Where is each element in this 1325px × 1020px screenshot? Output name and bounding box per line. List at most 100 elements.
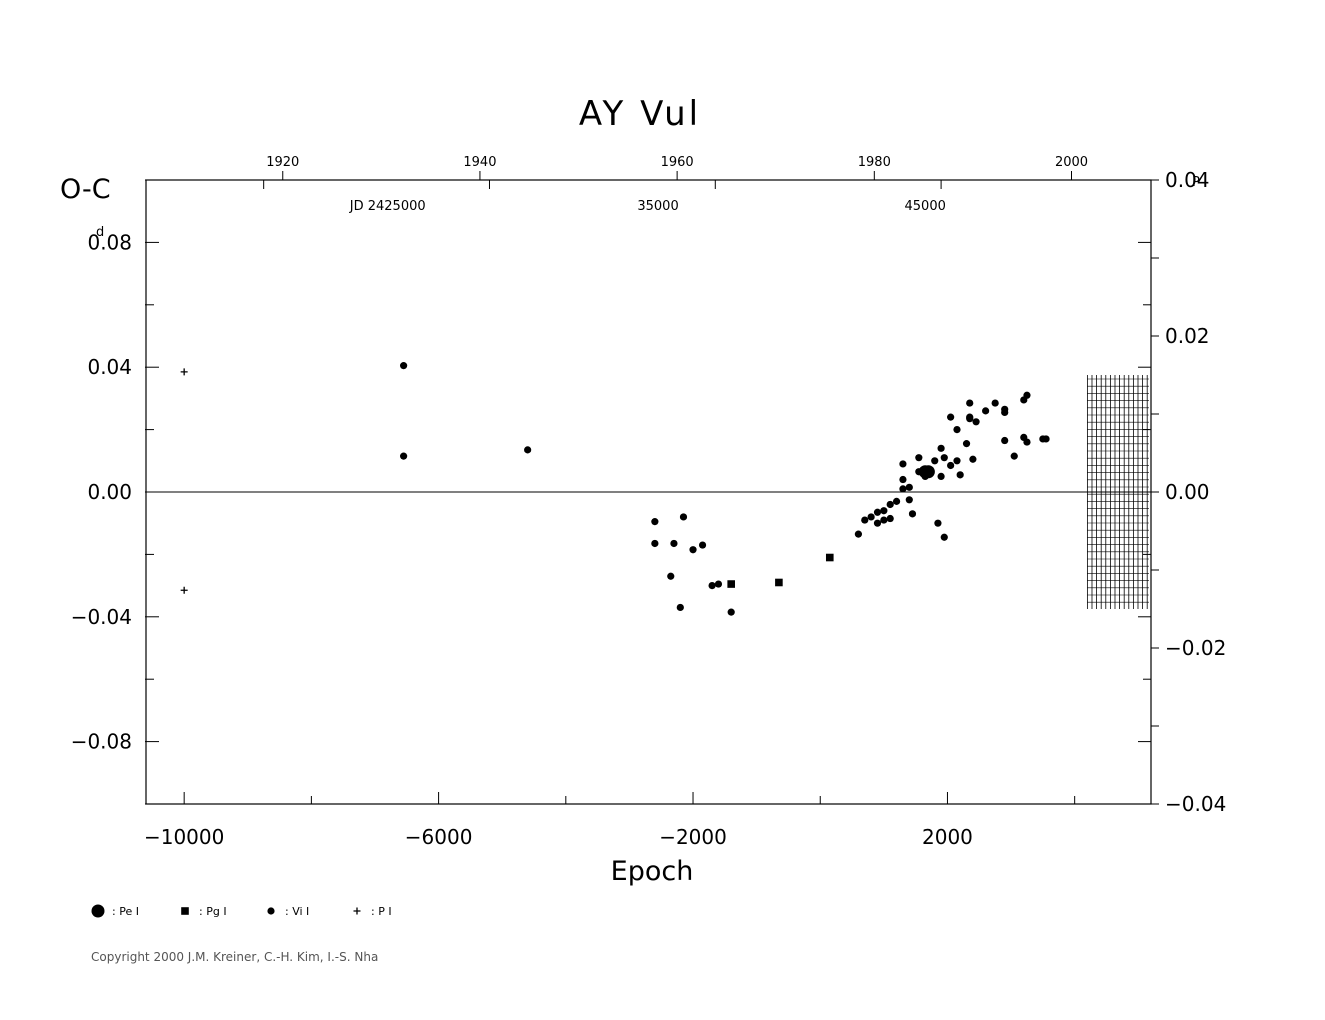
data-point-vi (679, 513, 688, 521)
y-tick-label: −0.08 (71, 730, 132, 754)
data-point-vi (947, 413, 955, 421)
right-tick-label: −0.02 (1165, 636, 1226, 660)
data-point-vi (931, 457, 939, 465)
data-point-vi (1042, 435, 1050, 443)
x-tick-label: −10000 (144, 825, 224, 849)
data-point-vi (892, 497, 901, 505)
legend-symbol-vi (267, 907, 275, 915)
data-point-vi (953, 426, 961, 434)
data-point-vi (899, 485, 907, 493)
data-point-vi (915, 468, 923, 476)
legend-label: : P I (371, 905, 392, 918)
data-point-vi (969, 455, 977, 463)
right-tick-label: −0.04 (1165, 792, 1226, 816)
data-point-vi (956, 471, 964, 479)
data-point-vi (905, 496, 913, 504)
year-tick-label: 1960 (661, 155, 694, 170)
data-point-vi (1023, 391, 1031, 399)
data-point-vi (947, 461, 955, 470)
data-point-vi (982, 407, 990, 415)
data-point-vi (880, 516, 888, 524)
legend-symbol-pe (91, 904, 105, 918)
data-point-vi (899, 460, 907, 468)
x-tick-label: −2000 (659, 825, 727, 849)
y-unit-mark: d (96, 225, 104, 240)
data-point-vi (940, 454, 948, 462)
data-point-vi (1001, 408, 1009, 417)
data-point-pg (775, 578, 783, 587)
data-point-vi (937, 472, 945, 480)
y-axis-label: O-C (60, 174, 111, 205)
legend-label: : Vi I (285, 905, 309, 918)
data-point-vi (873, 508, 882, 516)
data-point-vi (991, 399, 999, 407)
data-point-p (180, 368, 188, 376)
right-tick-label: 0.04 (1165, 168, 1210, 192)
y-tick-label: 0.00 (87, 480, 132, 504)
legend-symbol-p (353, 907, 361, 915)
data-point-pg (825, 553, 834, 562)
data-point-vi (908, 510, 917, 518)
data-point-vi (1010, 452, 1018, 460)
data-point-vi (714, 580, 723, 588)
x-tick-label: 2000 (922, 825, 973, 849)
data-point-vi (400, 362, 408, 370)
data-point-vi (921, 472, 929, 480)
year-tick-label: 2000 (1055, 155, 1088, 170)
year-tick-label: 1920 (266, 155, 299, 170)
data-point-vi (698, 541, 707, 549)
data-point-vi (886, 500, 894, 509)
data-point-vi (727, 608, 735, 616)
data-point-vi (651, 518, 659, 526)
year-tick-label: 1940 (463, 155, 496, 170)
x-tick-label: −6000 (405, 825, 473, 849)
data-point-vi (1023, 438, 1031, 446)
data-point-vi (873, 519, 882, 527)
data-point-vi (899, 475, 907, 484)
data-point-vi (854, 530, 863, 538)
data-point-vi (708, 582, 716, 590)
data-point-vi (886, 514, 894, 523)
legend-label: : Pg I (199, 905, 227, 918)
data-point-vi (966, 399, 974, 407)
data-point-vi (400, 452, 408, 460)
legend-symbol-pg (181, 907, 189, 915)
data-point-vi (915, 454, 923, 462)
year-tick-label: 1980 (858, 155, 891, 170)
data-point-vi (651, 539, 659, 548)
jd-label: JD 2425000 (349, 199, 426, 214)
data-point-vi (972, 418, 980, 426)
right-tick-label: 0.02 (1165, 324, 1210, 348)
data-point-vi (867, 513, 875, 521)
jd-label: 35000 (637, 199, 678, 214)
data-point-vi (880, 507, 888, 515)
data-point-vi (940, 533, 948, 541)
right-tick-label: 0.00 (1165, 480, 1210, 504)
data-point-vi (937, 444, 945, 452)
data-point-vi (934, 519, 942, 527)
copyright-note: Copyright 2000 J.M. Kreiner, C.-H. Kim, … (91, 950, 378, 964)
legend-label: : Pe I (112, 905, 139, 918)
data-point-vi (905, 483, 913, 491)
right-unit-mark: P (1192, 175, 1200, 190)
plot-area: 0.08 0.04 0.00 −0.04 −0.08 0.04 0.02 0.00 −0.02 −… (71, 155, 1227, 918)
chart-title: AY Vul (579, 94, 701, 134)
y-tick-label: 0.08 (87, 230, 132, 254)
data-point-vi (953, 457, 961, 465)
y-tick-label: −0.04 (71, 605, 132, 629)
data-point-vi (962, 440, 971, 448)
data-point-vi (676, 603, 684, 612)
jd-label: 45000 (905, 199, 946, 214)
x-axis-label: Epoch (611, 856, 694, 887)
y-tick-label: 0.04 (87, 355, 132, 379)
data-point-vi (689, 546, 697, 554)
data-point-vi (1001, 436, 1009, 445)
data-point-p (180, 586, 188, 594)
data-point-vi (966, 415, 974, 423)
data-point-vi (524, 446, 532, 454)
data-point-vi (861, 516, 869, 524)
data-point-vi (670, 539, 678, 548)
data-point-vi (667, 572, 675, 580)
data-point-pg (727, 580, 735, 588)
